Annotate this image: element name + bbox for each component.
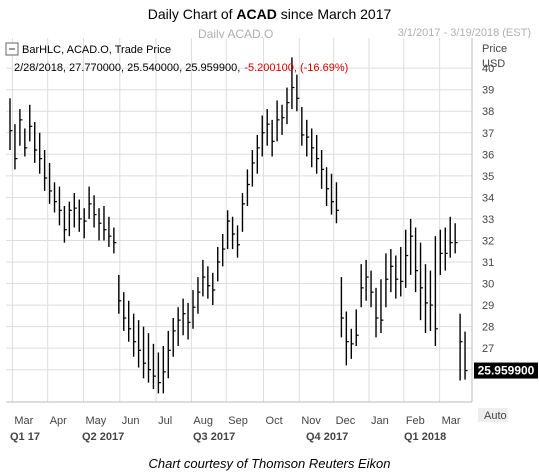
chart-subtitle: Daily ACAD.O <box>198 27 274 41</box>
title-suffix: since March 2017 <box>276 6 392 22</box>
chart-caption: Chart courtesy of Thomson Reuters Eikon <box>148 456 391 471</box>
month-label: Jun <box>122 415 140 427</box>
chart-legend: BarHLC, ACAD.O, Trade Price 2/28/2018, 2… <box>5 42 348 74</box>
month-label: Feb <box>406 415 425 427</box>
quarter-label: Q2 2017 <box>82 431 124 443</box>
y-tick-label: 28 <box>482 322 494 334</box>
month-label: Mar <box>442 415 461 427</box>
currency-label: USD <box>482 58 505 70</box>
month-label: Jul <box>158 415 172 427</box>
y-tick-label: 35 <box>482 171 494 183</box>
price-axis-label: Price <box>482 43 507 55</box>
month-label: Aug <box>193 415 213 427</box>
y-tick-label: 27 <box>482 343 494 355</box>
title-ticker: ACAD <box>236 6 277 22</box>
y-tick-label: 30 <box>482 279 494 291</box>
quarter-label: Q1 2018 <box>404 431 446 443</box>
axes: 262728293031323334353637383940MarAprMayJ… <box>6 38 494 443</box>
legend-series-label: BarHLC, ACAD.O, Trade Price <box>22 44 171 56</box>
y-tick-label: 29 <box>482 300 494 312</box>
legend-values: 2/28/2018, 27.770000, 25.540000, 25.9599… <box>14 62 240 74</box>
y-tick-label: 38 <box>482 106 494 118</box>
last-price-marker: 25.959900 <box>474 362 538 379</box>
y-tick-label: 34 <box>482 192 494 204</box>
y-tick-label: 33 <box>482 214 494 226</box>
month-label: May <box>86 415 107 427</box>
gridlines <box>6 38 472 402</box>
quarter-label: Q3 2017 <box>193 431 235 443</box>
price-chart[interactable]: 262728293031323334353637383940MarAprMayJ… <box>0 38 539 454</box>
month-label: Dec <box>336 415 356 427</box>
chart-title: Daily Chart of ACAD since March 2017 <box>0 6 539 22</box>
month-label: Mar <box>14 415 33 427</box>
month-label: Sep <box>228 415 248 427</box>
auto-scale-label: Auto <box>484 410 507 422</box>
y-tick-label: 37 <box>482 128 494 140</box>
y-tick-label: 36 <box>482 149 494 161</box>
quarter-label: Q4 2017 <box>306 431 348 443</box>
date-range: 3/1/2017 - 3/19/2018 (EST) <box>397 27 531 39</box>
legend-change: -5.200100, (-16.69%) <box>244 62 348 74</box>
title-prefix: Daily Chart of <box>147 6 237 22</box>
legend-values-line: 2/28/2018, 27.770000, 25.540000, 25.9599… <box>14 62 348 74</box>
y-tick-label: 32 <box>482 235 494 247</box>
month-label: Oct <box>266 415 283 427</box>
auto-scale-button[interactable] <box>478 408 508 422</box>
month-label: Jan <box>371 415 389 427</box>
y-tick-label: 31 <box>482 257 494 269</box>
y-tick-label: 39 <box>482 85 494 97</box>
y-tick-label: 40 <box>482 63 494 75</box>
last-price-label: 25.959900 <box>478 364 535 378</box>
month-label: Nov <box>301 415 321 427</box>
month-label: Apr <box>50 415 67 427</box>
price-bars <box>9 57 468 394</box>
quarter-label: Q1 17 <box>10 431 40 443</box>
last-price-box <box>474 362 538 379</box>
